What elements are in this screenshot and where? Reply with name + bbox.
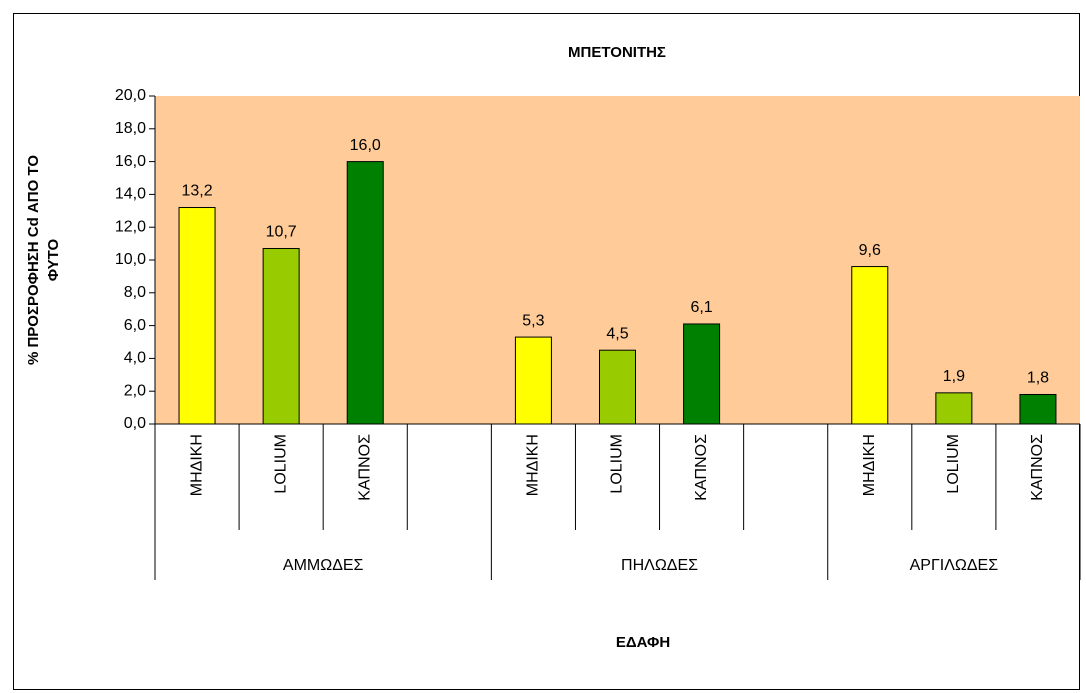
bar (262, 248, 300, 425)
bar (178, 207, 216, 425)
bar (851, 266, 889, 425)
bar (935, 392, 973, 425)
y-tick-label: 18,0 (115, 120, 146, 137)
y-tick-label: 16,0 (115, 153, 146, 170)
value-label: 10,7 (266, 224, 297, 241)
x-tick-label: ΜΗΔΙΚΗ (188, 434, 205, 496)
x-tick-label: ΚΑΠΝΟΣ (693, 434, 710, 501)
x-tick-label: ΜΗΔΙΚΗ (861, 434, 878, 496)
x-tick-label: ΜΗΔΙΚΗ (525, 434, 542, 496)
x-tick-label: LOLIUM (945, 434, 962, 494)
value-label: 16,0 (350, 137, 381, 154)
x-tick-label: ΚΑΠΝΟΣ (1029, 434, 1046, 501)
value-label: 1,9 (943, 368, 965, 385)
y-tick-label: 4,0 (124, 350, 146, 367)
x-tick-label: LOLIUM (609, 434, 626, 494)
y-tick-label: 10,0 (115, 251, 146, 268)
y-tick-label: 6,0 (124, 317, 146, 334)
value-label: 5,3 (522, 312, 544, 329)
value-label: 9,6 (859, 242, 881, 259)
y-tick-label: 2,0 (124, 382, 146, 399)
y-axis-title: % ΠΡΟΣΡΟΦΗΣΗ Cd ΑΠΟ ΤΟ (25, 155, 42, 365)
group-label: ΠΗΛΩΔΕΣ (621, 557, 698, 574)
y-tick-label: 12,0 (115, 218, 146, 235)
group-label: ΑΜΜΩΔΕΣ (283, 557, 364, 574)
bar (1019, 393, 1057, 425)
value-label: 6,1 (690, 299, 712, 316)
x-tick-label: LOLIUM (272, 434, 289, 494)
value-label: 1,8 (1027, 370, 1049, 387)
value-label: 13,2 (181, 183, 212, 200)
value-label: 4,5 (606, 325, 628, 342)
y-axis-title: ΦΥΤΟ (45, 238, 62, 281)
x-axis-title: ΕΔΑΦΗ (616, 634, 670, 651)
y-tick-label: 14,0 (115, 186, 146, 203)
y-tick-label: 8,0 (124, 284, 146, 301)
bar (599, 349, 636, 425)
bar (683, 323, 721, 425)
y-tick-label: 20,0 (115, 87, 146, 104)
bar (514, 336, 552, 425)
bar (346, 161, 384, 425)
chart-title: ΜΠΕΤΟΝΙΤΗΣ (568, 44, 666, 61)
x-tick-label: ΚΑΠΝΟΣ (356, 434, 373, 501)
group-label: ΑΡΓΙΛΩΔΕΣ (910, 557, 999, 574)
y-tick-label: 0,0 (124, 415, 146, 432)
